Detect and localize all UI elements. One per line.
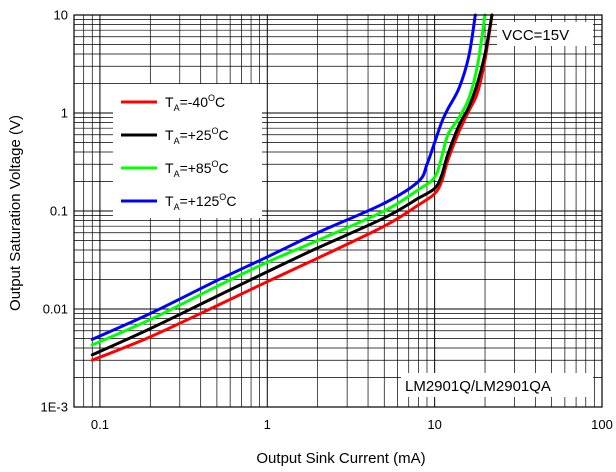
legend-label-2: TA=+85OC xyxy=(165,159,229,179)
legend-label-1: TA=+25OC xyxy=(165,126,229,146)
legend: TA=-40OC TA=+25OC TA=+85OC TA=+125OC xyxy=(113,84,262,218)
y-tick-label: 1 xyxy=(61,106,68,121)
annotation-part-number-text: LM2901Q/LM2901QA xyxy=(405,378,551,395)
ticks: 0.1 1 10 100 1E-3 0.01 0.1 1 10 xyxy=(41,8,613,433)
y-axis-label: Output Saturation Voltage (V) xyxy=(7,115,24,311)
legend-box xyxy=(113,84,262,218)
series-line-0 xyxy=(90,13,494,362)
annotation-part-number-background xyxy=(401,373,593,397)
y-tick-label: 1E-3 xyxy=(41,400,68,415)
grid xyxy=(73,15,602,408)
legend-label-0: TA=-40OC xyxy=(165,93,225,113)
annotation-vcc: VCC=15V xyxy=(497,22,593,46)
series-line-1 xyxy=(90,13,494,357)
x-tick-label: 10 xyxy=(427,417,441,432)
y-tick-label: 10 xyxy=(54,8,68,23)
legend-label-3: TA=+125OC xyxy=(165,192,236,212)
series-line-3 xyxy=(90,13,477,341)
annotation-vcc-text: VCC=15V xyxy=(502,27,569,44)
annotation-part-number: LM2901Q/LM2901QA xyxy=(401,373,593,397)
x-tick-label: 100 xyxy=(591,417,613,432)
y-tick-label: 0.01 xyxy=(43,302,68,317)
series-layer xyxy=(90,13,494,362)
series-line-2 xyxy=(90,13,487,347)
x-axis-label: Output Sink Current (mA) xyxy=(256,450,425,467)
plot-border xyxy=(73,14,603,408)
x-tick-label: 0.1 xyxy=(91,417,109,432)
x-tick-label: 1 xyxy=(264,417,271,432)
plot-frame xyxy=(73,14,603,408)
annotation-vcc-background xyxy=(497,22,593,46)
y-tick-label: 0.1 xyxy=(50,204,68,219)
